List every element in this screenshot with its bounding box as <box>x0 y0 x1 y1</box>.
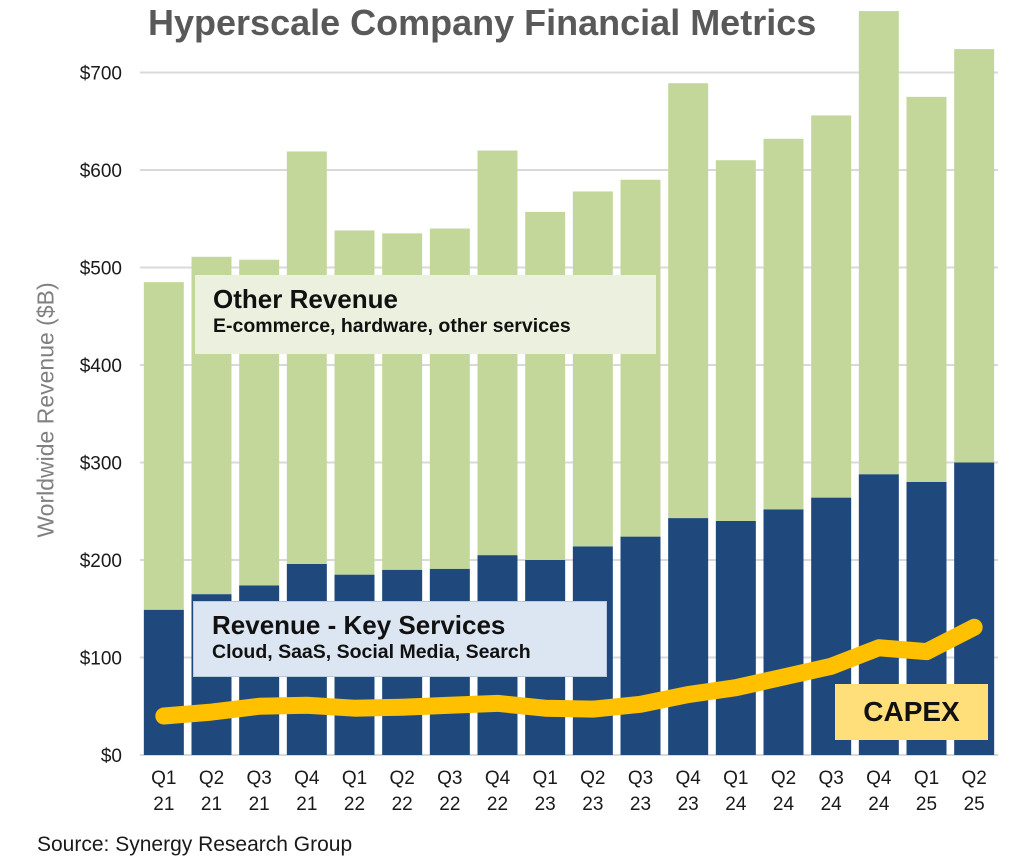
x-tick-quarter: Q4 <box>294 768 320 789</box>
bar-other-revenue <box>763 138 804 510</box>
key-services-subtitle: Cloud, SaaS, Social Media, Search <box>212 641 531 663</box>
x-tick-quarter: Q1 <box>532 768 557 789</box>
bar-key-services <box>763 509 804 755</box>
x-tick-year: 25 <box>964 794 985 815</box>
x-tick-year: 21 <box>249 794 270 815</box>
x-tick-quarter: Q3 <box>437 768 462 789</box>
y-tick-label: $600 <box>80 161 122 182</box>
x-tick-year: 23 <box>630 794 651 815</box>
x-tick-year: 24 <box>773 794 795 815</box>
x-tick-year: 21 <box>201 794 222 815</box>
x-tick-year: 22 <box>344 794 365 815</box>
bar-other-revenue <box>954 49 995 463</box>
x-tick-year: 23 <box>535 794 556 815</box>
bar-other-revenue <box>811 115 852 498</box>
bar-other-revenue <box>620 179 661 537</box>
x-tick-year: 24 <box>868 794 890 815</box>
bar-other-revenue <box>715 160 756 521</box>
bar-other-revenue <box>668 83 709 519</box>
x-tick-year: 24 <box>725 794 747 815</box>
x-tick-quarter: Q3 <box>818 768 843 789</box>
x-tick-quarter: Q1 <box>342 768 367 789</box>
key-services-label: Revenue - Key Services Cloud, SaaS, Soci… <box>193 601 607 677</box>
y-tick-label: $400 <box>80 356 122 377</box>
capex-line <box>155 618 983 725</box>
y-tick-label: $100 <box>80 649 122 670</box>
x-tick-year: 22 <box>392 794 413 815</box>
x-tick-year: 25 <box>916 794 937 815</box>
other-revenue-title: Other Revenue <box>213 284 398 314</box>
y-tick-label: $700 <box>80 64 122 85</box>
source-note: Source: Synergy Research Group <box>37 833 353 856</box>
x-tick-quarter: Q2 <box>771 768 796 789</box>
x-tick-year: 24 <box>821 794 843 815</box>
x-tick-quarter: Q1 <box>151 768 176 789</box>
x-tick-quarter: Q3 <box>628 768 653 789</box>
bar-other-revenue <box>286 151 327 564</box>
x-tick-quarter: Q2 <box>199 768 224 789</box>
x-tick-quarter: Q4 <box>485 768 511 789</box>
x-tick-quarter: Q2 <box>580 768 605 789</box>
y-tick-label: $300 <box>80 454 122 475</box>
bar-other-revenue <box>572 191 613 547</box>
x-tick-quarter: Q4 <box>675 768 701 789</box>
x-tick-quarter: Q4 <box>866 768 892 789</box>
bar-other-revenue <box>525 211 566 561</box>
bar-key-services <box>143 609 184 755</box>
x-tick-year: 23 <box>582 794 603 815</box>
chart-title: Hyperscale Company Financial Metrics <box>148 2 817 43</box>
x-tick-quarter: Q1 <box>723 768 748 789</box>
x-tick-year: 23 <box>678 794 699 815</box>
x-tick-quarter: Q1 <box>914 768 939 789</box>
x-tick-year: 22 <box>439 794 460 815</box>
x-tick-year: 22 <box>487 794 508 815</box>
x-tick-quarter: Q2 <box>389 768 414 789</box>
bar-other-revenue <box>143 282 184 610</box>
bar-other-revenue <box>858 11 899 475</box>
bar-key-services <box>620 536 661 755</box>
other-revenue-label: Other Revenue E-commerce, hardware, othe… <box>195 275 656 354</box>
bar-key-services <box>668 518 709 755</box>
y-tick-label: $200 <box>80 551 122 572</box>
x-tick-quarter: Q2 <box>961 768 986 789</box>
y-tick-label: $500 <box>80 259 122 280</box>
bar-key-services <box>715 521 756 755</box>
capex-label: CAPEX <box>835 684 988 740</box>
bar-other-revenue <box>906 96 947 482</box>
x-tick-quarter: Q3 <box>246 768 271 789</box>
y-tick-label: $0 <box>101 746 122 767</box>
key-services-title: Revenue - Key Services <box>212 610 506 640</box>
x-tick-year: 21 <box>296 794 317 815</box>
x-tick-year: 21 <box>153 794 174 815</box>
other-revenue-subtitle: E-commerce, hardware, other services <box>213 315 571 337</box>
